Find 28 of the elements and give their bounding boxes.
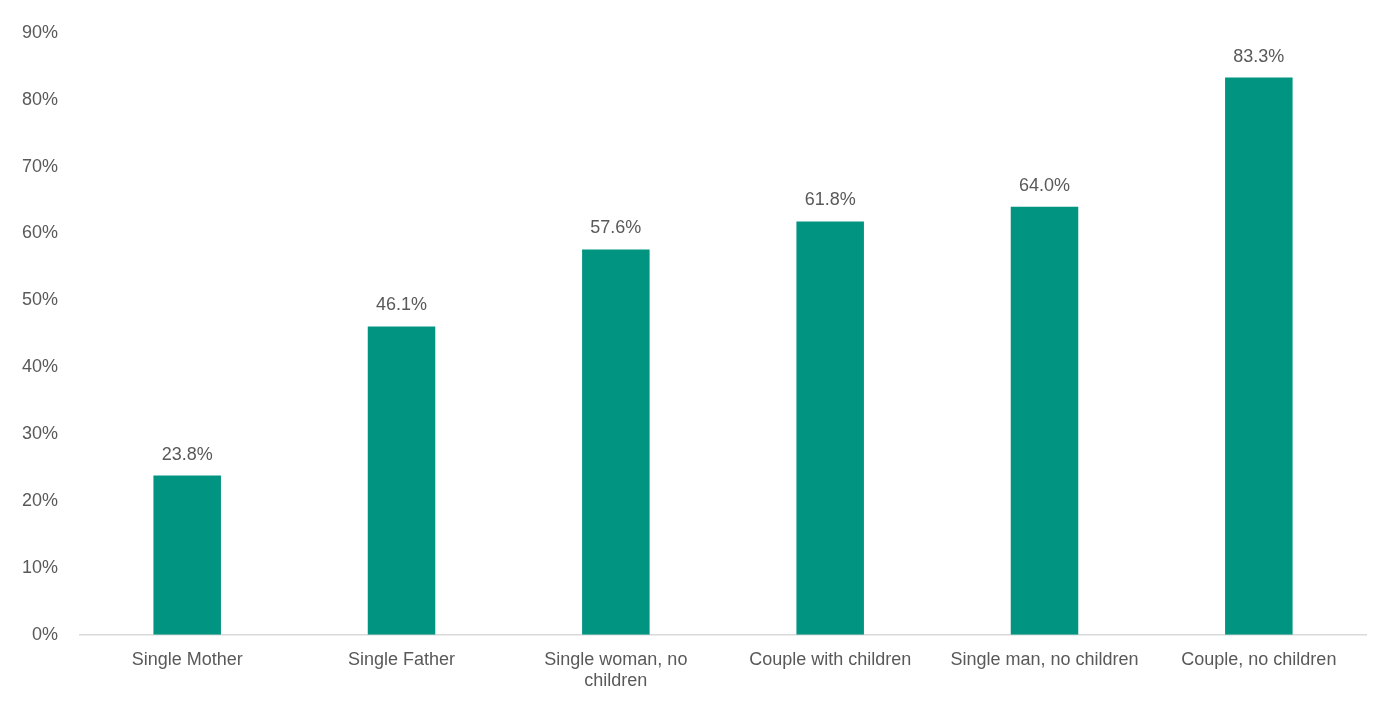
data-label: 57.6% — [590, 217, 642, 238]
y-tick-label: 0% — [32, 623, 59, 644]
data-label: 64.0% — [1018, 174, 1071, 195]
y-tick-label: 70% — [22, 155, 59, 176]
y-tick-label: 30% — [22, 423, 59, 444]
y-tick-label: 10% — [22, 556, 59, 577]
data-label: 83.3% — [1233, 45, 1285, 66]
bar — [1010, 206, 1079, 635]
bar — [796, 221, 864, 635]
x-tick-label: Couple with children — [749, 648, 912, 669]
bar — [1225, 77, 1293, 635]
data-label: 46.1% — [376, 294, 428, 315]
x-tick-label: Single Father — [347, 648, 456, 669]
x-tick-label: Single Mother — [131, 648, 243, 669]
bar — [582, 249, 650, 635]
y-tick-label: 40% — [22, 356, 59, 377]
y-tick-label: 80% — [22, 88, 59, 109]
x-tick-label: Single man, no children — [950, 648, 1139, 669]
bar — [153, 475, 221, 635]
data-label: 23.8% — [161, 443, 213, 464]
y-tick-label: 20% — [22, 489, 59, 510]
bar — [367, 326, 436, 635]
y-tick-label: 90% — [22, 21, 59, 42]
x-tick-label: Single woman, no children — [544, 648, 688, 691]
y-tick-label: 50% — [22, 289, 59, 310]
data-label: 61.8% — [804, 189, 856, 210]
x-tick-label: Couple, no children — [1181, 648, 1337, 669]
y-tick-label: 60% — [22, 222, 59, 243]
